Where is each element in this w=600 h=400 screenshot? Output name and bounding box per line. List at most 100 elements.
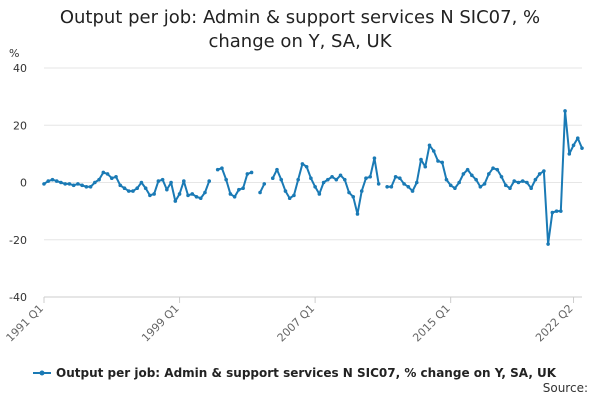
data-point: [152, 192, 156, 196]
y-tick-label: -20: [9, 234, 27, 247]
data-point: [436, 159, 440, 163]
legend[interactable]: Output per job: Admin & support services…: [33, 366, 557, 380]
x-tick-label: 2015 Q1: [410, 302, 453, 345]
data-point: [575, 136, 580, 140]
data-point: [419, 157, 423, 162]
data-point: [559, 209, 563, 213]
data-point: [109, 176, 114, 181]
data-point: [525, 180, 529, 185]
data-point: [376, 182, 381, 186]
data-point: [148, 193, 152, 198]
data-point: [410, 189, 415, 193]
data-point: [194, 195, 199, 199]
data-point: [258, 190, 262, 195]
data-point: [42, 182, 46, 186]
data-point: [321, 180, 326, 185]
data-point: [135, 186, 139, 191]
data-point: [177, 192, 182, 196]
x-tick-label: 1991 Q1: [4, 302, 47, 345]
data-point: [563, 109, 567, 113]
data-point: [385, 184, 389, 189]
x-tick-label: 2022 Q2: [533, 302, 576, 345]
data-point: [224, 177, 228, 182]
data-point: [59, 180, 63, 185]
data-point: [465, 167, 470, 172]
data-point: [398, 176, 402, 181]
data-point: [76, 182, 80, 186]
data-point: [283, 189, 288, 193]
data-point: [351, 195, 356, 199]
data-point: [406, 184, 411, 189]
data-point: [482, 182, 487, 186]
data-point: [546, 242, 550, 246]
data-point: [414, 180, 419, 185]
data-point: [84, 184, 89, 189]
series-group: [42, 109, 584, 246]
data-point: [296, 177, 300, 182]
data-point: [71, 183, 76, 188]
data-point: [516, 180, 521, 185]
data-point: [287, 196, 292, 201]
data-point: [554, 209, 559, 213]
data-point: [372, 156, 377, 160]
data-point: [364, 176, 368, 181]
data-point: [334, 177, 339, 182]
data-point: [292, 193, 296, 198]
data-point: [355, 212, 360, 216]
data-point: [300, 162, 305, 166]
data-point: [512, 179, 517, 183]
data-point: [169, 180, 173, 185]
data-point: [317, 192, 322, 196]
data-point: [431, 149, 436, 153]
data-point: [470, 173, 474, 178]
data-point: [228, 192, 233, 196]
chart-title: Output per job: Admin & support services…: [59, 7, 541, 52]
data-point: [304, 164, 309, 169]
data-point: [275, 167, 279, 172]
data-point: [508, 186, 512, 191]
data-point: [326, 177, 330, 182]
data-point: [249, 170, 254, 175]
data-point: [232, 195, 237, 199]
data-point: [580, 146, 584, 150]
data-point: [50, 177, 55, 182]
data-point: [533, 177, 538, 182]
data-point: [101, 170, 106, 175]
data-point: [491, 166, 495, 170]
data-point: [550, 210, 555, 215]
legend-label: Output per job: Admin & support services…: [56, 366, 557, 380]
data-point: [54, 179, 59, 183]
data-point: [499, 174, 504, 179]
data-point: [215, 167, 220, 172]
data-point: [448, 183, 453, 188]
data-point: [190, 192, 195, 196]
data-point: [453, 186, 457, 191]
data-point: [330, 174, 334, 179]
data-point: [160, 177, 165, 182]
data-point: [186, 193, 190, 198]
data-point: [203, 190, 207, 195]
data-point: [122, 186, 127, 191]
y-tick-label: 20: [13, 119, 27, 132]
data-point: [126, 189, 131, 193]
data-point: [139, 180, 144, 185]
data-point: [207, 179, 212, 183]
data-point: [270, 176, 275, 181]
data-point: [542, 169, 546, 173]
data-point: [237, 187, 241, 192]
data-point: [313, 184, 317, 189]
data-point: [440, 160, 445, 165]
data-point: [46, 179, 51, 183]
data-point: [427, 143, 432, 148]
data-point: [97, 177, 101, 182]
data-point: [503, 183, 508, 188]
data-point: [444, 177, 449, 182]
data-point: [131, 189, 135, 193]
y-tick-label: -40: [9, 291, 27, 304]
data-point: [529, 186, 533, 191]
data-point: [309, 176, 313, 181]
data-point: [478, 184, 483, 189]
source-label: Source:: [542, 381, 588, 395]
y-axis-unit-label: %: [9, 47, 19, 60]
